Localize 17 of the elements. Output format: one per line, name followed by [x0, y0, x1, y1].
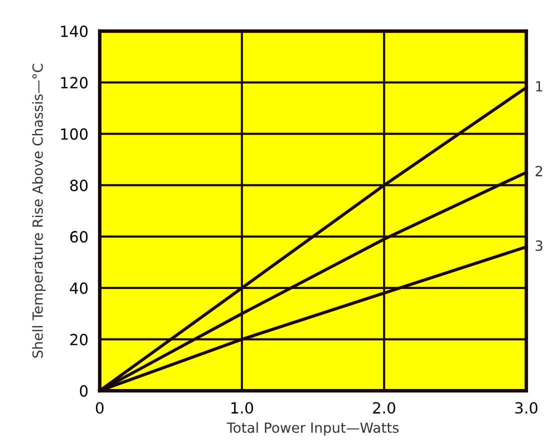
series-label: 2 — [536, 166, 542, 176]
y-tick-label: 40 — [70, 282, 88, 294]
x-axis-title: Total Power Input—Watts — [226, 422, 399, 436]
y-tick-label: 20 — [70, 334, 88, 346]
y-tick-label: 100 — [61, 128, 88, 140]
y-tick-label: 140 — [61, 26, 88, 38]
series-label: 1 — [536, 81, 542, 92]
x-tick-label: 1.0 — [231, 402, 254, 414]
y-tick-label: 60 — [70, 231, 88, 243]
series-label: 3 — [536, 240, 542, 251]
x-tick-label: 0 — [96, 402, 104, 414]
x-tick-label: 2.0 — [373, 402, 396, 414]
x-tick-label: 3.0 — [515, 402, 538, 414]
y-tick-label: 0 — [80, 385, 88, 397]
y-tick-label: 80 — [70, 180, 88, 192]
y-tick-label: 120 — [61, 76, 88, 88]
y-axis-title: Shell Temperature Rise Above Chassis—°C — [32, 64, 46, 358]
